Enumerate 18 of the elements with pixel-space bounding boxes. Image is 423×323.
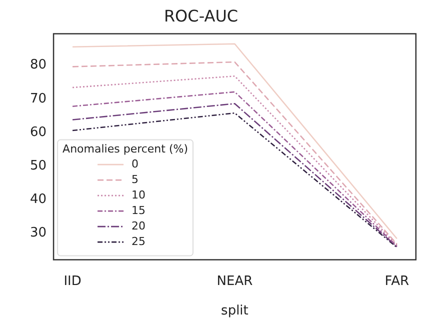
- legend-label: 5: [132, 172, 139, 186]
- y-tick-label: 50: [30, 158, 47, 174]
- legend-label: 20: [132, 219, 146, 232]
- legend-label: 10: [132, 188, 146, 202]
- x-tick-label: FAR: [384, 274, 410, 289]
- legend-label: 25: [132, 234, 146, 248]
- y-tick-label: 60: [30, 124, 47, 140]
- x-tick-label: NEAR: [216, 274, 253, 289]
- chart-title: ROC-AUC: [164, 6, 238, 26]
- x-axis-title: split: [221, 304, 248, 319]
- x-tick-label: IID: [64, 274, 82, 289]
- y-tick-label: 70: [30, 91, 47, 106]
- legend-label: 0: [132, 157, 139, 170]
- y-tick-label: 30: [30, 226, 47, 241]
- y-tick-label: 80: [30, 58, 47, 73]
- legend-label: 15: [132, 204, 146, 217]
- legend-title: Anomalies percent (%): [62, 142, 188, 156]
- y-tick-label: 40: [30, 192, 47, 208]
